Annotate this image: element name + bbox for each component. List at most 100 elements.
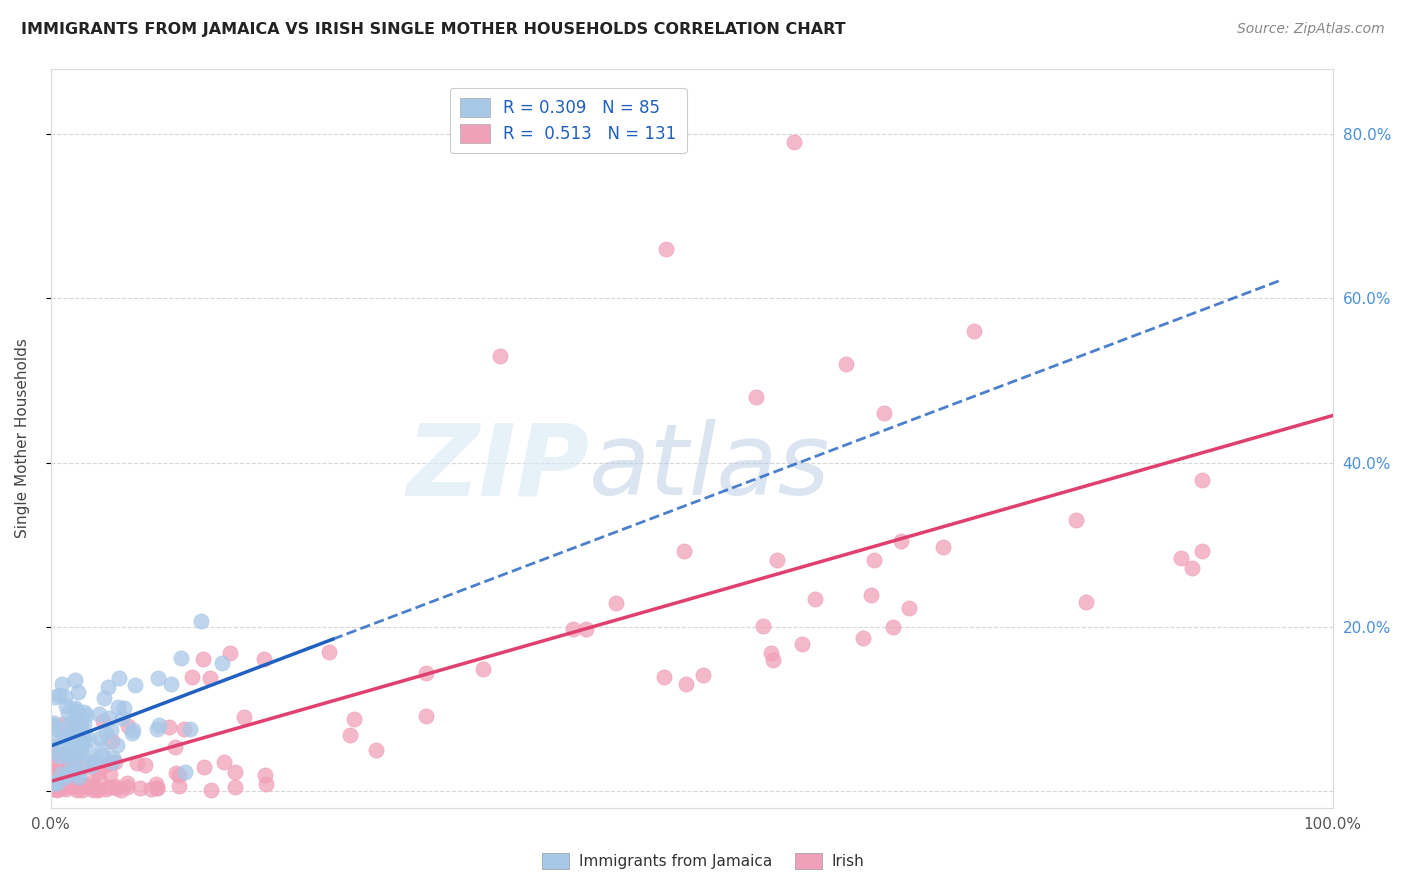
Point <box>65 673 87 687</box>
Point <box>66 685 89 699</box>
Point <box>48 780 70 795</box>
Point <box>1191 473 1213 487</box>
Point <box>890 534 912 549</box>
Point <box>73 716 96 731</box>
Point <box>190 614 212 628</box>
Point <box>139 782 162 797</box>
Text: Source: ZipAtlas.com: Source: ZipAtlas.com <box>1237 22 1385 37</box>
Point <box>75 760 97 774</box>
Point <box>70 783 93 797</box>
Point <box>655 242 678 256</box>
Point <box>41 763 63 777</box>
Point <box>80 775 103 789</box>
Point <box>84 752 107 766</box>
Point <box>53 762 76 776</box>
Point <box>224 780 246 794</box>
Point <box>100 755 122 769</box>
Point <box>605 596 627 610</box>
Point <box>56 731 79 745</box>
Point <box>179 722 201 736</box>
Point <box>112 701 135 715</box>
Point <box>253 768 276 782</box>
Point <box>224 764 246 779</box>
Point <box>851 631 873 645</box>
Point <box>415 665 437 680</box>
Point <box>104 755 127 769</box>
Point <box>87 707 110 722</box>
Point <box>170 650 193 665</box>
Point <box>59 778 82 792</box>
Point <box>212 755 235 769</box>
Point <box>98 756 121 770</box>
Point <box>415 709 437 723</box>
Point <box>104 779 127 793</box>
Point <box>70 780 93 795</box>
Point <box>69 715 91 730</box>
Point <box>752 619 775 633</box>
Point <box>163 740 186 755</box>
Point <box>56 747 79 762</box>
Point <box>790 637 813 651</box>
Point <box>41 780 63 794</box>
Point <box>339 728 361 742</box>
Point <box>70 737 93 751</box>
Point <box>146 780 169 795</box>
Point <box>53 690 76 704</box>
Point <box>98 780 121 794</box>
Point <box>41 746 63 760</box>
Point <box>48 759 70 773</box>
Point <box>107 671 129 685</box>
Point <box>181 670 204 684</box>
Point <box>105 781 128 796</box>
Point <box>124 678 146 692</box>
Point <box>652 670 675 684</box>
Point <box>167 779 190 793</box>
Point <box>134 758 156 772</box>
Point <box>100 723 122 737</box>
Point <box>53 770 76 784</box>
Point <box>562 622 585 636</box>
Point <box>759 646 782 660</box>
Point <box>673 544 696 558</box>
Point <box>87 765 110 780</box>
Point <box>53 774 76 789</box>
Point <box>963 324 986 338</box>
Point <box>160 677 183 691</box>
Point <box>692 668 714 682</box>
Point <box>62 778 84 792</box>
Point <box>44 764 66 779</box>
Point <box>117 775 139 789</box>
Point <box>191 651 214 665</box>
Point <box>93 691 115 706</box>
Point <box>42 781 65 796</box>
Point <box>53 767 76 781</box>
Point <box>198 671 221 685</box>
Point <box>96 725 118 739</box>
Point <box>41 776 63 790</box>
Point <box>53 774 76 789</box>
Point <box>58 706 80 721</box>
Point <box>63 701 86 715</box>
Point <box>148 718 170 732</box>
Point <box>472 662 495 676</box>
Point <box>56 766 79 780</box>
Point <box>55 782 77 797</box>
Point <box>67 770 90 784</box>
Point <box>93 714 115 728</box>
Point <box>575 623 598 637</box>
Point <box>59 740 82 755</box>
Point <box>66 783 89 797</box>
Point <box>52 740 75 755</box>
Point <box>67 721 90 735</box>
Point <box>49 767 72 781</box>
Point <box>193 760 215 774</box>
Point <box>51 780 73 795</box>
Point <box>75 778 97 792</box>
Point <box>932 540 955 554</box>
Point <box>675 677 697 691</box>
Point <box>165 766 187 780</box>
Text: IMMIGRANTS FROM JAMAICA VS IRISH SINGLE MOTHER HOUSEHOLDS CORRELATION CHART: IMMIGRANTS FROM JAMAICA VS IRISH SINGLE … <box>21 22 846 37</box>
Point <box>55 747 77 762</box>
Point <box>58 762 80 776</box>
Point <box>69 752 91 766</box>
